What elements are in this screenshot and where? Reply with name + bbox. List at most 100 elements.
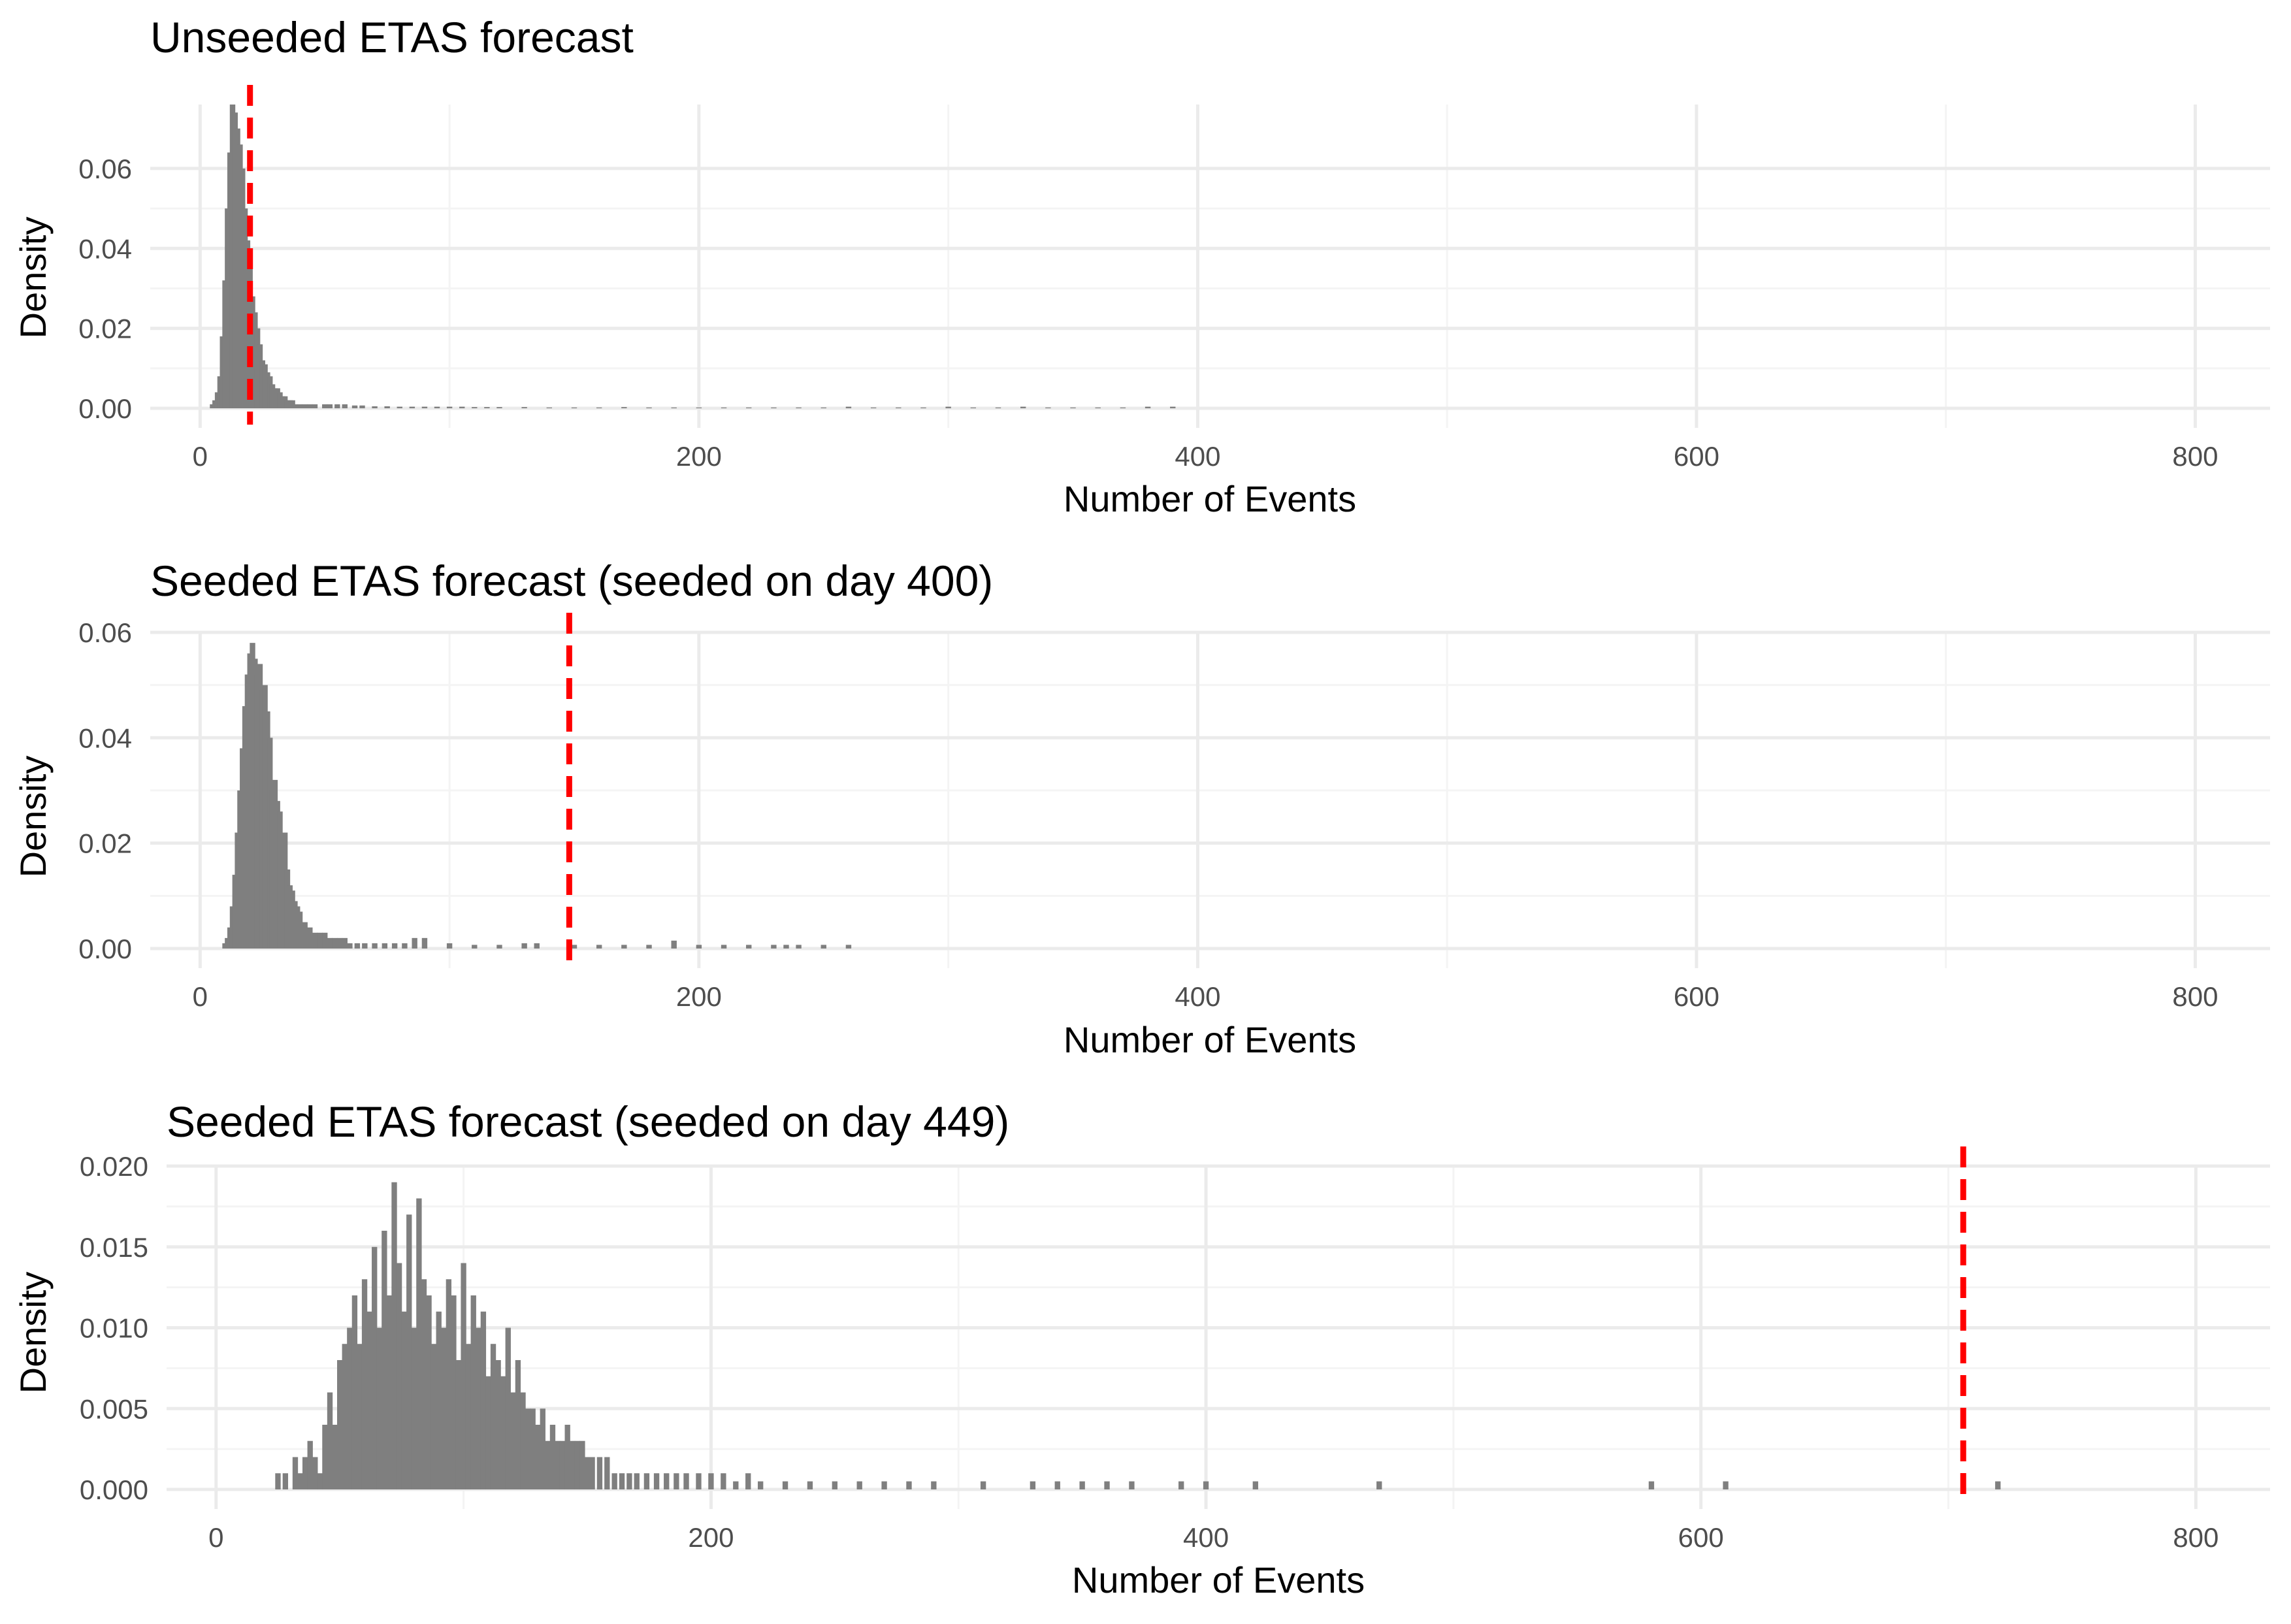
histogram-bar	[1079, 1481, 1085, 1489]
x-tick-label: 0	[193, 441, 208, 472]
histogram-bar	[342, 1344, 348, 1489]
histogram-bar	[446, 406, 453, 408]
histogram-bar	[745, 1473, 751, 1489]
y-tick-label: 0.010	[80, 1313, 148, 1344]
y-tick-label: 0.06	[78, 154, 132, 184]
histogram-bar	[721, 1473, 726, 1489]
histogram-bar	[336, 937, 343, 949]
histogram-bar	[545, 1440, 551, 1489]
y-axis-title: Density	[12, 217, 54, 339]
histogram-bar	[459, 406, 465, 408]
histogram-bar	[643, 1473, 650, 1489]
histogram-bar	[317, 1473, 323, 1489]
histogram-bar	[382, 1231, 387, 1489]
histogram-bar	[525, 1408, 531, 1489]
histogram-bar	[535, 1425, 541, 1489]
histogram-bar	[307, 927, 313, 949]
histogram-bar	[783, 945, 789, 949]
y-tick-label: 0.04	[78, 723, 132, 753]
histogram-bar	[342, 937, 348, 949]
histogram-bar	[1376, 1481, 1382, 1489]
histogram-bar	[372, 1246, 378, 1489]
histogram-bar	[485, 1376, 491, 1489]
histogram-bar	[307, 1440, 313, 1489]
histogram-bar	[515, 1360, 521, 1489]
histogram-bar	[376, 1327, 382, 1489]
histogram-bar	[1145, 406, 1151, 408]
histogram-bar	[621, 407, 627, 408]
histogram-bar	[584, 1457, 591, 1489]
y-tick-label: 0.020	[80, 1151, 148, 1182]
histogram-bar	[337, 1360, 343, 1489]
histogram-bar	[520, 1392, 526, 1489]
y-tick-label: 0.015	[80, 1232, 148, 1263]
histogram-bar	[391, 1182, 397, 1489]
histogram-bar	[484, 407, 490, 408]
y-tick-label: 0.00	[78, 393, 132, 424]
histogram-bar	[845, 406, 852, 408]
histogram-bar	[312, 1457, 318, 1489]
histogram-bar	[411, 1327, 417, 1489]
histogram-bar	[807, 1481, 813, 1489]
histogram-bar	[496, 407, 502, 408]
histogram-bar	[931, 1481, 937, 1489]
histogram-bar	[579, 1440, 585, 1489]
histogram-bar	[446, 1279, 452, 1489]
histogram-bar	[1178, 1481, 1184, 1489]
histogram-bar	[1030, 1481, 1036, 1489]
histogram-bar	[821, 945, 826, 949]
histogram-bar	[436, 1311, 442, 1489]
histogram-bar	[945, 406, 951, 408]
histogram-bar	[292, 1457, 299, 1489]
x-axis-title: Number of Events	[1064, 478, 1356, 519]
panel-title: Seeded ETAS forecast (seeded on day 449)	[167, 1097, 1009, 1146]
histogram-bar	[500, 1376, 506, 1489]
histogram-bar	[534, 943, 540, 949]
histogram-bar	[856, 1481, 862, 1489]
histogram-bar	[683, 1473, 689, 1489]
histogram-bar	[646, 945, 652, 949]
x-axis-title: Number of Events	[1072, 1559, 1365, 1600]
histogram-bar	[1054, 1481, 1060, 1489]
x-tick-label: 200	[676, 441, 722, 472]
histogram-bar	[322, 932, 328, 949]
histogram-bar	[455, 1360, 462, 1489]
histogram-bar	[505, 1327, 511, 1489]
histogram-bar	[490, 1344, 496, 1489]
histogram-bar	[845, 945, 852, 949]
histogram-bar	[758, 1481, 764, 1489]
histogram-bar	[357, 1344, 363, 1489]
histogram-bar	[391, 943, 398, 949]
histogram-bar	[386, 1295, 393, 1489]
histogram-bar	[621, 945, 627, 949]
histogram-bar	[1723, 1481, 1729, 1489]
y-tick-label: 0.02	[78, 828, 132, 859]
histogram-bar	[671, 940, 677, 949]
histogram-bar	[1129, 1481, 1135, 1489]
panel-title: Seeded ETAS forecast (seeded on day 400)	[150, 557, 993, 605]
histogram-bar	[396, 1263, 402, 1489]
histogram-bar	[372, 406, 378, 408]
histogram-bar	[521, 943, 527, 949]
y-tick-label: 0.005	[80, 1393, 148, 1424]
histogram-bar	[589, 1457, 595, 1489]
histogram-bar	[351, 1295, 358, 1489]
histogram-bar	[771, 945, 777, 949]
histogram-bar	[327, 1392, 333, 1489]
histogram-bar	[559, 1440, 566, 1489]
histogram-bar	[881, 1481, 887, 1489]
histogram-bar	[461, 1263, 466, 1489]
histogram-bar	[1104, 1481, 1110, 1489]
histogram-bar	[619, 1473, 625, 1489]
histogram-bar	[342, 404, 348, 408]
histogram-bar	[441, 1327, 447, 1489]
x-tick-label: 600	[1674, 441, 1719, 472]
x-tick-label: 600	[1674, 981, 1719, 1012]
histogram-bar	[312, 404, 318, 408]
histogram-bar	[653, 1473, 660, 1489]
histogram-bar	[322, 404, 328, 408]
histogram-bar	[317, 932, 323, 949]
histogram-bar	[327, 937, 333, 949]
histogram-bar	[292, 404, 298, 408]
